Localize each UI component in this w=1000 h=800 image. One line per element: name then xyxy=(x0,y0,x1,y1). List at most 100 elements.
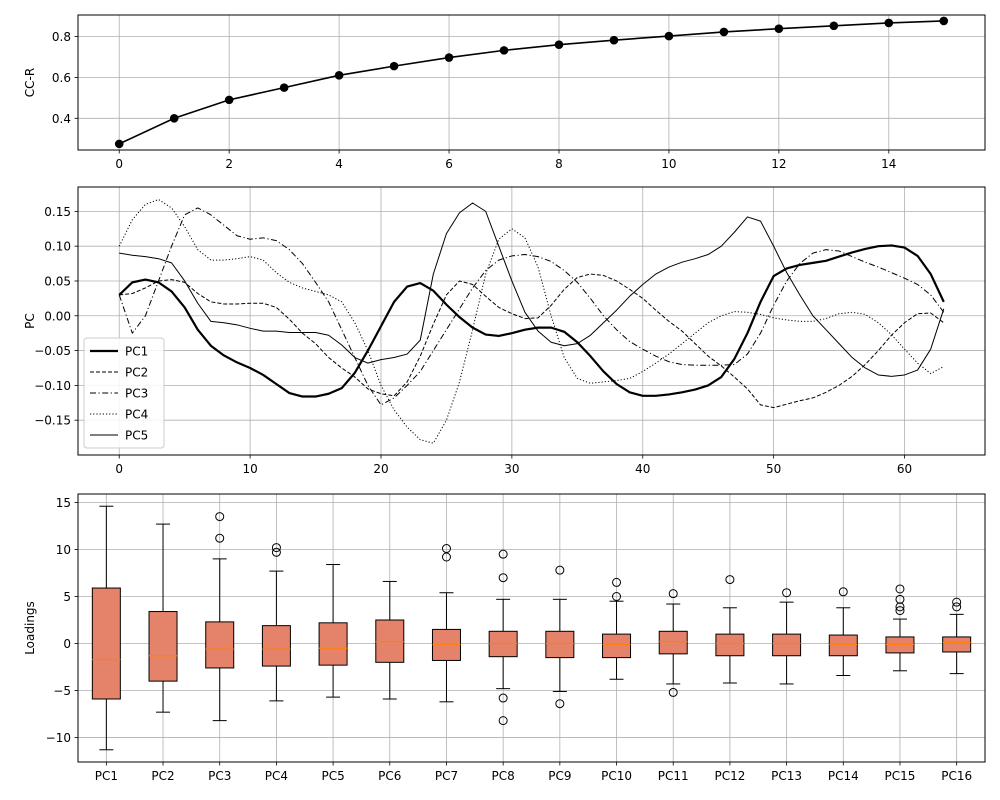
loadings-chart-xtick-label: PC9 xyxy=(548,769,571,783)
loadings-chart-xtick-label: PC1 xyxy=(95,769,118,783)
ccr-point xyxy=(444,53,454,62)
loadings-chart-xtick-label: PC3 xyxy=(208,769,231,783)
pc-legend xyxy=(83,337,165,449)
box-flier xyxy=(895,606,905,616)
ccr-point xyxy=(169,113,179,123)
ccr-point xyxy=(829,21,839,31)
box-body xyxy=(148,611,178,682)
box-pc2 xyxy=(148,523,178,713)
ccr-chart-xtick-label: 12 xyxy=(771,157,786,171)
ccr-chart-xtick-label: 8 xyxy=(555,157,563,171)
box-flier xyxy=(895,594,905,604)
ccr-point xyxy=(279,83,289,92)
loadings-chart-ytick-label: 5 xyxy=(63,590,71,604)
ccr-chart-xtick-label: 4 xyxy=(335,157,343,171)
box-flier xyxy=(441,544,451,554)
loadings-chart-xtick-label: PC13 xyxy=(771,769,802,783)
box-flier xyxy=(725,575,735,585)
ccr-chart-xtick-label: 0 xyxy=(115,157,123,171)
box-flier xyxy=(838,587,848,597)
pc-legend-label: PC4 xyxy=(125,408,148,422)
box-flier xyxy=(215,512,225,522)
box-flier xyxy=(271,547,281,557)
box-flier xyxy=(498,716,508,726)
box-body xyxy=(91,587,121,700)
pc-series-line-pc2 xyxy=(119,273,945,409)
ccr-point xyxy=(939,16,949,26)
box-pc12 xyxy=(715,575,745,684)
loadings-chart-xtick-label: PC11 xyxy=(658,769,689,783)
loadings-chart-ylabel: Loadings xyxy=(23,601,37,655)
box-body xyxy=(318,622,348,666)
pc-chart-ytick-label: −0.15 xyxy=(34,414,71,428)
ccr-chart-frame xyxy=(77,14,986,151)
box-flier xyxy=(555,699,565,709)
box-body xyxy=(602,633,632,659)
pc-legend-label: PC5 xyxy=(125,429,148,443)
box-flier xyxy=(498,549,508,559)
box-pc15 xyxy=(885,584,915,672)
loadings-chart-xtick-label: PC16 xyxy=(941,769,972,783)
pc-chart-xtick-label: 50 xyxy=(766,462,781,476)
loadings-chart-xtick-label: PC7 xyxy=(435,769,458,783)
box-body xyxy=(828,634,858,657)
box-body xyxy=(658,630,688,655)
loadings-chart-ytick-label: 15 xyxy=(56,496,71,510)
ccr-point xyxy=(224,95,234,105)
box-pc7 xyxy=(431,544,461,703)
box-flier xyxy=(271,543,281,553)
pc-legend-label: PC2 xyxy=(125,366,148,380)
box-body xyxy=(261,625,291,667)
box-pc6 xyxy=(375,580,405,700)
box-pc11 xyxy=(658,589,688,697)
loadings-chart-xtick-label: PC6 xyxy=(378,769,401,783)
pc-chart-xtick-label: 40 xyxy=(635,462,650,476)
pc-series-line-pc5 xyxy=(119,202,945,377)
pc-legend-label: PC3 xyxy=(125,387,148,401)
box-pc14 xyxy=(828,587,858,676)
pc-series-line-pc3 xyxy=(118,207,945,406)
box-pc5 xyxy=(318,564,348,698)
ccr-point xyxy=(664,31,674,41)
ccr-chart-xtick-label: 6 xyxy=(445,157,453,171)
pc-chart-xtick-label: 0 xyxy=(115,462,123,476)
pc-chart-ytick-label: 0.15 xyxy=(44,205,71,219)
box-flier xyxy=(895,584,905,594)
loadings-chart-ytick-label: 0 xyxy=(63,637,71,651)
loadings-chart-xtick-label: PC2 xyxy=(151,769,174,783)
ccr-point xyxy=(609,35,619,45)
pc-chart-ytick-label: −0.05 xyxy=(34,344,71,358)
box-pc3 xyxy=(205,512,235,722)
box-pc13 xyxy=(772,588,802,685)
ccr-point xyxy=(334,71,344,80)
box-pc1 xyxy=(91,505,121,751)
ccr-chart-ytick-label: 0.6 xyxy=(52,71,71,85)
pc-chart-xtick-label: 60 xyxy=(897,462,912,476)
box-flier xyxy=(498,693,508,703)
box-pc9 xyxy=(545,565,575,709)
box-body xyxy=(205,621,235,669)
pc-series-line-pc1 xyxy=(118,244,945,398)
pc-chart-ytick-label: 0.05 xyxy=(44,274,71,288)
box-pc4 xyxy=(261,543,291,702)
loadings-chart-xtick-label: PC5 xyxy=(321,769,344,783)
pc-chart-xtick-label: 20 xyxy=(373,462,388,476)
loadings-chart-xtick-label: PC8 xyxy=(492,769,515,783)
box-flier xyxy=(498,573,508,583)
loadings-chart-xtick-label: PC4 xyxy=(265,769,288,783)
ccr-chart-xtick-label: 10 xyxy=(661,157,676,171)
pc-chart-ytick-label: 0.00 xyxy=(44,309,71,323)
pc-chart-ytick-label: 0.10 xyxy=(44,240,71,254)
box-body xyxy=(545,630,575,659)
box-flier xyxy=(612,591,622,601)
loadings-chart-ytick-label: −10 xyxy=(46,731,71,745)
pc-chart-ytick-label: −0.10 xyxy=(34,379,71,393)
box-body xyxy=(942,636,972,653)
ccr-point xyxy=(554,40,564,49)
ccr-point xyxy=(389,61,399,71)
ccr-chart-ytick-label: 0.8 xyxy=(52,30,71,44)
box-flier xyxy=(215,533,225,543)
box-pc10 xyxy=(602,577,632,680)
loadings-chart-ytick-label: 10 xyxy=(56,543,71,557)
